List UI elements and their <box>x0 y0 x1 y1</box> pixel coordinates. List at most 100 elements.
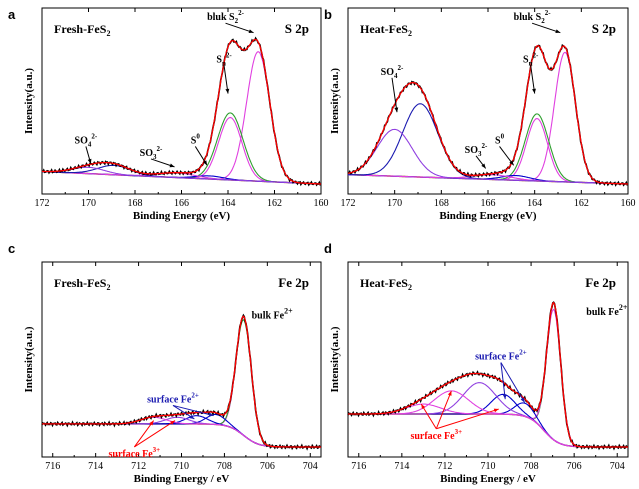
chart-panel-c: c Fresh-FeS2 Fe 2p 716 714 712 710 708 706 704 Bin… <box>8 241 322 485</box>
sample-label-sub: 2 <box>106 283 110 292</box>
component-curve-1 <box>348 308 628 448</box>
side-label-sup: 2+ <box>284 306 293 315</box>
annotation-arrowhead <box>202 160 208 166</box>
annotation-label: SO32- <box>140 145 163 161</box>
annotation-label: SO42- <box>381 64 404 80</box>
x-tick-label: 716 <box>351 461 366 472</box>
annotation-base: S <box>495 135 501 146</box>
x-tick-label: 704 <box>610 461 625 472</box>
annotation-sub: 2 <box>235 17 239 25</box>
annotation-arrow <box>391 77 398 113</box>
x-tick-label: 164 <box>221 198 236 209</box>
plot-frame <box>41 261 322 458</box>
annotation-arrowhead <box>87 158 92 164</box>
x-tick-label: 166 <box>481 198 496 209</box>
x-tick-label: 170 <box>387 198 402 209</box>
x-axis-label: Binding Energy (eV) <box>439 210 537 222</box>
annotation-sup: 2- <box>398 64 405 72</box>
annotation-arrow <box>223 65 229 94</box>
annotation-base: bluk S <box>514 12 542 23</box>
annotation-arrowhead <box>149 420 154 426</box>
annotation-sup: 2- <box>156 145 163 153</box>
annotation-arrowhead <box>208 412 214 417</box>
annotation-label: bluk S22- <box>514 9 552 25</box>
annotation-sup: 2+ <box>519 349 527 357</box>
annotation-sup: 2- <box>532 51 539 59</box>
region-label: Fe 2p <box>278 275 309 290</box>
sample-label-sub: 2 <box>106 29 110 38</box>
x-tick-label: 710 <box>174 461 189 472</box>
side-label: bulk Fe2+ <box>586 303 628 318</box>
annotation-base: SO <box>140 148 154 159</box>
x-tick-label: 160 <box>621 198 636 209</box>
annotation-sub: 2 <box>541 17 545 25</box>
annotation-sup: 2+ <box>191 391 199 399</box>
component-curve-3 <box>42 415 321 448</box>
annotation-arrow <box>500 362 526 403</box>
raw-data-curve <box>41 313 322 451</box>
annotation-label: surface Fe3+ <box>410 428 462 442</box>
x-tick-label: 168 <box>128 198 143 209</box>
panel-letter: b <box>324 7 332 22</box>
x-tick-label: 716 <box>45 461 60 472</box>
raw-data-curve <box>347 301 629 451</box>
annotation-label: S0 <box>191 132 201 146</box>
annotation-sub: 3 <box>478 150 482 158</box>
envelope-curve <box>42 315 321 448</box>
x-axis-label: Binding Energy / eV <box>440 473 536 485</box>
annotation-sub: n <box>222 59 226 67</box>
component-curve-6 <box>348 403 628 448</box>
annotation-arrowhead <box>170 420 176 425</box>
annotation-sup: 2- <box>91 132 98 140</box>
annotation-base: surface Fe <box>147 394 192 405</box>
annotation-arrow <box>530 65 536 94</box>
y-axis-label: Intensity(a.u.) <box>23 326 35 392</box>
annotation-arrow <box>225 22 254 34</box>
x-tick-label: 714 <box>88 461 103 472</box>
sample-label-sub: 2 <box>408 29 412 38</box>
sample-label: Heat-FeS2 <box>360 22 412 38</box>
annotation-arrow <box>436 408 499 430</box>
x-tick-label: 162 <box>267 198 282 209</box>
annotation-label: surface Fe2+ <box>147 391 199 405</box>
annotation-arrowhead <box>447 390 452 396</box>
annotation-base: surface Fe <box>410 431 455 442</box>
annotation-arrowhead <box>532 88 536 94</box>
panel-letter: c <box>8 241 15 256</box>
envelope-curve <box>348 301 628 448</box>
annotation-label: Sn2- <box>216 51 232 67</box>
annotation-sup: 3+ <box>455 428 463 436</box>
annotation-base: S <box>191 135 197 146</box>
x-tick-label: 160 <box>314 198 329 209</box>
sample-label-sub: 2 <box>408 283 412 292</box>
annotation-sub: 4 <box>88 140 92 148</box>
x-tick-label: 166 <box>174 198 189 209</box>
x-tick-label: 706 <box>567 461 582 472</box>
chart-panel-a: a Fresh-FeS2 S 2p 172 170 168 166 164 162 160 Bind… <box>8 7 329 222</box>
x-tick-label: 162 <box>574 198 589 209</box>
annotation-sup: 2- <box>226 51 233 59</box>
annotation-arrowhead <box>520 397 525 403</box>
component-curve-5 <box>348 390 628 448</box>
component-curve-3 <box>348 393 628 448</box>
component-curve-1 <box>42 319 321 448</box>
annotation-sub: n <box>529 59 533 67</box>
x-tick-label: 712 <box>131 461 146 472</box>
annotation-label: surface Fe2+ <box>475 349 527 363</box>
x-tick-label: 706 <box>260 461 275 472</box>
region-label: S 2p <box>592 21 616 36</box>
annotation-arrow <box>435 390 452 429</box>
x-tick-label: 172 <box>341 198 356 209</box>
component-curve-6 <box>347 128 628 185</box>
annotation-arrowhead <box>502 394 507 400</box>
annotation-label: SO32- <box>465 142 488 158</box>
component-curve-0 <box>42 315 321 448</box>
x-axis-label: Binding Energy / eV <box>134 473 230 485</box>
annotation-arrow <box>531 22 561 34</box>
annotation-arrowhead <box>509 160 514 166</box>
annotation-arrow <box>500 362 506 400</box>
x-tick-label: 168 <box>434 198 449 209</box>
side-label-sup: 2+ <box>619 303 628 312</box>
annotation-sup: 0 <box>196 132 200 140</box>
